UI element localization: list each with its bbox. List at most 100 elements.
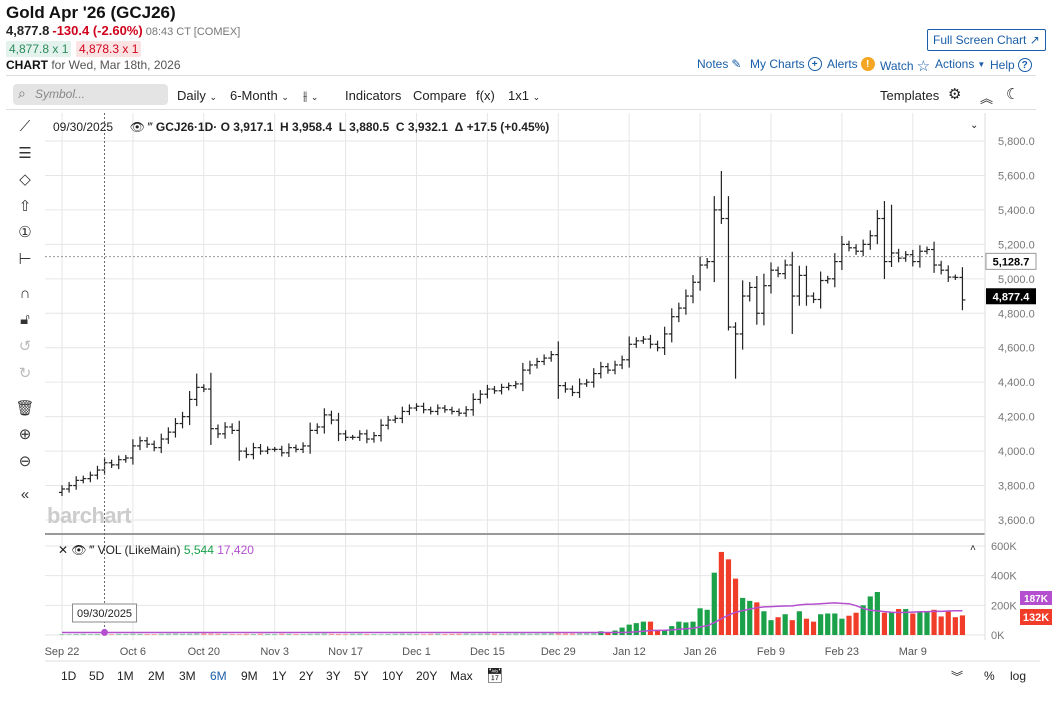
percent-toggle[interactable]: % xyxy=(984,669,995,683)
pane-up-icon[interactable]: ˄ xyxy=(970,543,976,554)
price-tick-label: 4,600.0 xyxy=(998,343,1035,355)
volume-bar xyxy=(257,633,264,635)
range-5y[interactable]: 5Y xyxy=(354,669,369,683)
range-2y[interactable]: 2Y xyxy=(299,669,314,683)
fibonacci-tool-icon[interactable]: ☰ xyxy=(18,145,32,162)
period-dropdown[interactable]: 6-Month ⌄ xyxy=(230,88,289,103)
ohlc-bar xyxy=(647,334,654,349)
range-2m[interactable]: 2M xyxy=(148,669,165,683)
compare-button[interactable]: Compare xyxy=(413,88,467,103)
undo-icon[interactable]: ↺ xyxy=(18,338,32,355)
volume-bar xyxy=(187,633,193,635)
ohlc-bar xyxy=(335,412,342,442)
volume-bar xyxy=(236,634,242,635)
chart-type-dropdown[interactable]: ⫲ ⌄ xyxy=(303,88,318,104)
range-5d[interactable]: 5D xyxy=(89,669,105,683)
symbol-input[interactable]: ⌕ Symbol... xyxy=(13,84,168,105)
range-max[interactable]: Max xyxy=(450,669,473,683)
settings-gear-icon[interactable]: ⚙ xyxy=(948,86,962,103)
actions-label: Actions xyxy=(935,57,975,71)
ohlc-bar xyxy=(207,372,214,445)
help-link[interactable]: Help? xyxy=(990,58,1032,72)
ohlc-bar xyxy=(931,241,938,273)
more-icon[interactable]: ‴ xyxy=(89,543,95,557)
ohlc-bar xyxy=(80,475,87,484)
full-screen-chart-button[interactable]: Full Screen Chart ↗ xyxy=(927,29,1046,51)
alerts-link[interactable]: Alerts! xyxy=(827,57,875,71)
help-icon: ? xyxy=(1017,58,1032,72)
dark-mode-moon-icon[interactable]: ☾ xyxy=(1006,86,1020,103)
trendline-tool-icon[interactable]: ⟋ xyxy=(19,118,31,135)
zoom-in-icon[interactable]: ⊕ xyxy=(18,426,32,443)
volume-bar xyxy=(860,605,866,635)
measure-tool-icon[interactable]: ⊢ xyxy=(18,251,32,268)
my-charts-link[interactable]: My Charts + xyxy=(750,57,822,71)
eye-icon[interactable]: 👁︎ xyxy=(129,120,145,134)
actions-menu[interactable]: Actions ▼ xyxy=(935,57,985,71)
expand-down-icon[interactable]: ︾ xyxy=(951,670,964,684)
ohlc-bar xyxy=(278,445,285,457)
chart-label: CHART xyxy=(6,58,48,72)
ohlc-bar xyxy=(753,275,760,325)
zoom-out-icon[interactable]: ⊖ xyxy=(18,453,32,470)
shapes-tool-icon[interactable]: ◇ xyxy=(19,171,31,188)
arrow-tool-icon[interactable]: ⇧ xyxy=(18,198,32,215)
last-price: 4,877.8 xyxy=(6,23,50,38)
volume-bar xyxy=(73,633,79,635)
ohlc-bar xyxy=(534,357,541,369)
volume-bar xyxy=(576,633,583,635)
date-tick-label: Oct 6 xyxy=(120,646,146,658)
range-6m[interactable]: 6M xyxy=(210,669,227,683)
notes-link[interactable]: Notes ✎ xyxy=(697,57,741,71)
range-20y[interactable]: 20Y xyxy=(416,669,438,683)
unlock-icon[interactable]: 🔓︎ xyxy=(20,311,30,328)
interval-dropdown[interactable]: Daily ⌄ xyxy=(177,88,217,103)
fx-button[interactable]: f(x) xyxy=(476,88,495,103)
legend-open: O 3,917.1 xyxy=(220,120,274,134)
date-tick-label: Oct 20 xyxy=(188,646,220,658)
range-3m[interactable]: 3M xyxy=(179,669,196,683)
ohlc-bar xyxy=(760,273,767,326)
range-1d[interactable]: 1D xyxy=(61,669,77,683)
crosshair-dot xyxy=(101,628,109,636)
range-10y[interactable]: 10Y xyxy=(382,669,404,683)
templates-button[interactable]: Templates xyxy=(880,88,940,103)
magnet-icon[interactable]: ∩ xyxy=(19,285,31,302)
volume-bar xyxy=(250,633,257,635)
volume-bar xyxy=(832,613,838,635)
volume-bar xyxy=(116,633,122,635)
range-3y[interactable]: 3Y xyxy=(326,669,341,683)
ohlc-legend: 09/30/2025 👁︎ ‴ GCJ26·1D· O 3,917.1 H 3,… xyxy=(53,120,549,134)
volume-bar xyxy=(399,633,405,635)
range-1m[interactable]: 1M xyxy=(117,669,134,683)
eye-icon[interactable]: 👁︎ xyxy=(71,543,87,557)
chart-date: CHART for Wed, Mar 18th, 2026 xyxy=(6,58,181,72)
collapse-toolbar-icon[interactable]: « xyxy=(20,486,30,503)
annotation-tool-icon[interactable]: ① xyxy=(18,224,32,241)
ohlc-bar xyxy=(87,471,94,483)
date-tick-label: Feb 23 xyxy=(825,646,859,658)
log-toggle[interactable]: log xyxy=(1010,669,1027,683)
ohlc-bar xyxy=(704,257,711,269)
ohlc-bar xyxy=(952,274,959,280)
watch-link[interactable]: Watch ☆ xyxy=(880,57,930,75)
more-icon[interactable]: ‴ xyxy=(148,120,153,134)
remove-icon[interactable]: ✕ xyxy=(58,543,69,557)
ohlc-bar xyxy=(420,402,427,414)
volume-bar xyxy=(952,617,958,635)
calendar-icon[interactable]: 📅︎ xyxy=(486,667,504,683)
range-1y[interactable]: 1Y xyxy=(272,669,287,683)
range-9m[interactable]: 9M xyxy=(241,669,258,683)
trash-icon[interactable]: 🗑︎ xyxy=(15,400,35,417)
collapse-icon[interactable]: ︽ xyxy=(980,91,994,106)
volume-bar xyxy=(357,633,363,635)
redo-icon[interactable]: ↻ xyxy=(18,365,32,382)
ohlc-bar xyxy=(349,434,356,440)
pane-collapse-icon[interactable]: ⌄ xyxy=(970,120,979,131)
volume-bar xyxy=(406,633,413,635)
ohlc-bar xyxy=(697,256,704,291)
indicators-button[interactable]: Indicators xyxy=(345,88,402,103)
ohlc-bar xyxy=(597,361,604,379)
layout-dropdown[interactable]: 1x1 ⌄ xyxy=(508,88,540,103)
